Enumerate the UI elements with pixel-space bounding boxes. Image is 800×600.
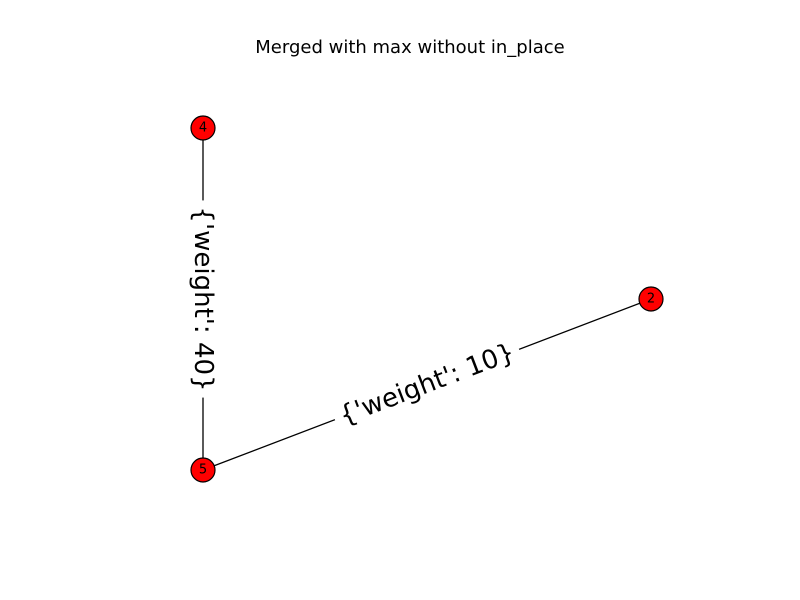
- node-circle: [638, 286, 664, 312]
- nodes-layer: 4 2 5: [190, 115, 664, 483]
- edge-label: {'weight': 40}: [188, 206, 218, 391]
- node-label: 4: [199, 121, 207, 136]
- edge-label-group-5-2: {'weight': 10}: [328, 333, 526, 436]
- edges-layer: {'weight': 40} {'weight': 10}: [186, 128, 652, 471]
- figure-title: Merged with max without in_place: [255, 37, 564, 58]
- node-circle: [190, 457, 216, 483]
- node-2: 2: [638, 286, 664, 312]
- node-circle: [190, 115, 216, 141]
- node-5: 5: [190, 457, 216, 483]
- node-4: 4: [190, 115, 216, 141]
- edge-label-background: [186, 200, 220, 398]
- edge-label: {'weight': 10}: [335, 337, 519, 431]
- edge-label-background: [328, 333, 526, 436]
- edge-label-group-4-5: {'weight': 40}: [186, 200, 220, 398]
- node-label: 5: [199, 463, 207, 478]
- node-label: 2: [647, 292, 655, 307]
